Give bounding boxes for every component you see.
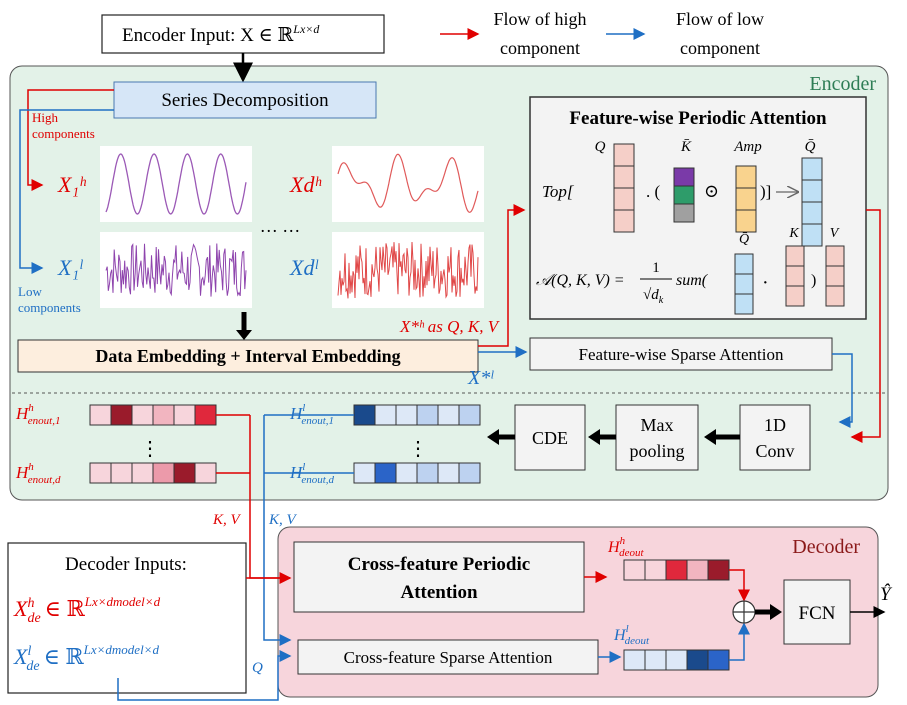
fpa-k-2: K <box>788 226 799 241</box>
legend-high-label-2: component <box>500 38 580 58</box>
low-components-label-1: Low <box>18 284 42 299</box>
yhat-label: Ŷ <box>880 583 893 605</box>
legend-low-label-2: component <box>680 38 760 58</box>
h-deout-h-label: Hh deout <box>607 535 644 559</box>
fpa-formula-lhs: 𝒜(Q, K, V) = <box>536 272 625 289</box>
plot-high-1 <box>100 146 252 222</box>
h-deout-l-vector <box>623 649 730 671</box>
fpa-kbar: K̄ <box>680 139 692 155</box>
h-enout-h-1-vector <box>89 404 217 426</box>
fpa-close: )] <box>760 182 771 201</box>
high-components-label-2: components <box>32 126 95 141</box>
fsa-label: Feature-wise Sparse Attention <box>579 345 784 364</box>
encoder-input-label: Encoder Input: X ∈ ℝLx×d <box>122 22 320 46</box>
x1h-symbol: X₁ʰ <box>57 172 86 197</box>
h-enout-l-d-vector <box>353 462 481 484</box>
encoder-title: Encoder <box>809 73 876 95</box>
fpa-title: Feature-wise Periodic Attention <box>569 108 827 129</box>
fpa-amp: Amp <box>733 139 762 155</box>
fpa-dot-2: · <box>762 272 769 294</box>
h-enout-l-1-label: Hl enout,1 <box>289 402 334 427</box>
fpa-qbar: Q̄ <box>805 139 816 155</box>
plot-low-d <box>332 232 484 308</box>
fpa-odot: ⊙ <box>704 181 719 201</box>
xstar-l-label: X*ˡ <box>467 367 494 389</box>
cfsa-box <box>297 639 599 675</box>
q-blue-label: Q <box>252 660 263 676</box>
fpa-qbar-2: Q̄ <box>739 232 749 247</box>
fpa-close-2: ) <box>811 272 816 289</box>
fpa-q-vector <box>613 143 635 233</box>
h-enout-h-vdots: ⋮ <box>140 438 160 460</box>
xstar-h-label: X*ʰ as Q, K, V <box>399 317 501 336</box>
xdl-symbol: Xdˡ <box>289 255 318 280</box>
h-deout-h-vector <box>623 559 730 581</box>
fpa-qbar-vector <box>801 157 823 247</box>
maxpool-label-2: pooling <box>629 441 684 461</box>
fpa-sum: sum( <box>676 272 709 289</box>
fpa-amp-vector <box>735 165 757 233</box>
conv-label-2: Conv <box>755 441 794 461</box>
conv-box <box>739 404 811 471</box>
cfsa-label: Cross-feature Sparse Attention <box>344 648 553 667</box>
series-decomposition-box <box>113 81 377 119</box>
decoder-inputs-box <box>7 542 247 694</box>
fpa-kbar-vector <box>673 167 695 223</box>
fcn-box <box>783 579 851 645</box>
cfpa-label-1: Cross-feature Periodic <box>348 554 530 575</box>
xdh-symbol: Xdʰ <box>289 172 321 197</box>
h-enout-h-d-vector <box>89 462 217 484</box>
h-enout-h-d-label: Hh enout,d <box>15 461 61 486</box>
fpa-k-vector-2 <box>785 245 805 307</box>
x1l-symbol: X₁ˡ <box>57 255 83 280</box>
fpa-qbar-vector-2 <box>734 253 754 315</box>
fpa-q: Q <box>595 139 606 155</box>
data-embedding-label: Data Embedding + Interval Embedding <box>95 346 400 366</box>
h-deout-l-label: Hl deout <box>613 623 650 647</box>
fpa-dot: . ( <box>646 182 661 201</box>
low-components-label-2: components <box>18 300 81 315</box>
plot-high-d <box>332 146 484 222</box>
conv-label-1: 1D <box>764 415 786 435</box>
fpa-v-2: V <box>830 226 840 241</box>
fpa-frac-sqrt: √dk <box>643 287 664 306</box>
xde-h-label: Xh de ∈ ℝLx×dmodel×d <box>13 594 161 626</box>
cde-label: CDE <box>532 428 568 448</box>
h-enout-l-1-vector <box>353 404 481 426</box>
kv-red-label: K, V <box>212 512 242 528</box>
data-embedding-box <box>17 339 479 373</box>
fpa-frac-one: 1 <box>652 260 660 276</box>
kv-blue-label: K, V <box>268 512 298 528</box>
plot-low-1 <box>100 232 252 308</box>
fpa-top: Top[ <box>542 182 575 201</box>
h-enout-l-vdots: ⋮ <box>408 438 428 460</box>
fcn-label: FCN <box>799 603 836 624</box>
series-ellipsis: … … <box>260 216 301 236</box>
encoder-input-box <box>101 14 385 54</box>
maxpool-label-1: Max <box>641 415 674 435</box>
h-enout-h-1-label: Hh enout,1 <box>15 402 60 427</box>
high-components-label-1: High <box>32 110 59 125</box>
legend-low-label-1: Flow of low <box>676 9 764 29</box>
decoder-inputs-title: Decoder Inputs: <box>65 554 187 575</box>
xde-l-label: Xl de ∈ ℝLx×dmodel×d <box>13 642 159 674</box>
maxpool-box <box>615 404 699 471</box>
cfpa-box <box>293 541 585 613</box>
cfpa-label-2: Attention <box>400 582 477 603</box>
legend-high-label-1: Flow of high <box>493 9 586 29</box>
fpa-v-vector-2 <box>825 245 845 307</box>
add-operator <box>732 600 756 624</box>
decoder-title: Decoder <box>792 536 860 558</box>
series-decomposition-label: Series Decomposition <box>161 90 329 111</box>
